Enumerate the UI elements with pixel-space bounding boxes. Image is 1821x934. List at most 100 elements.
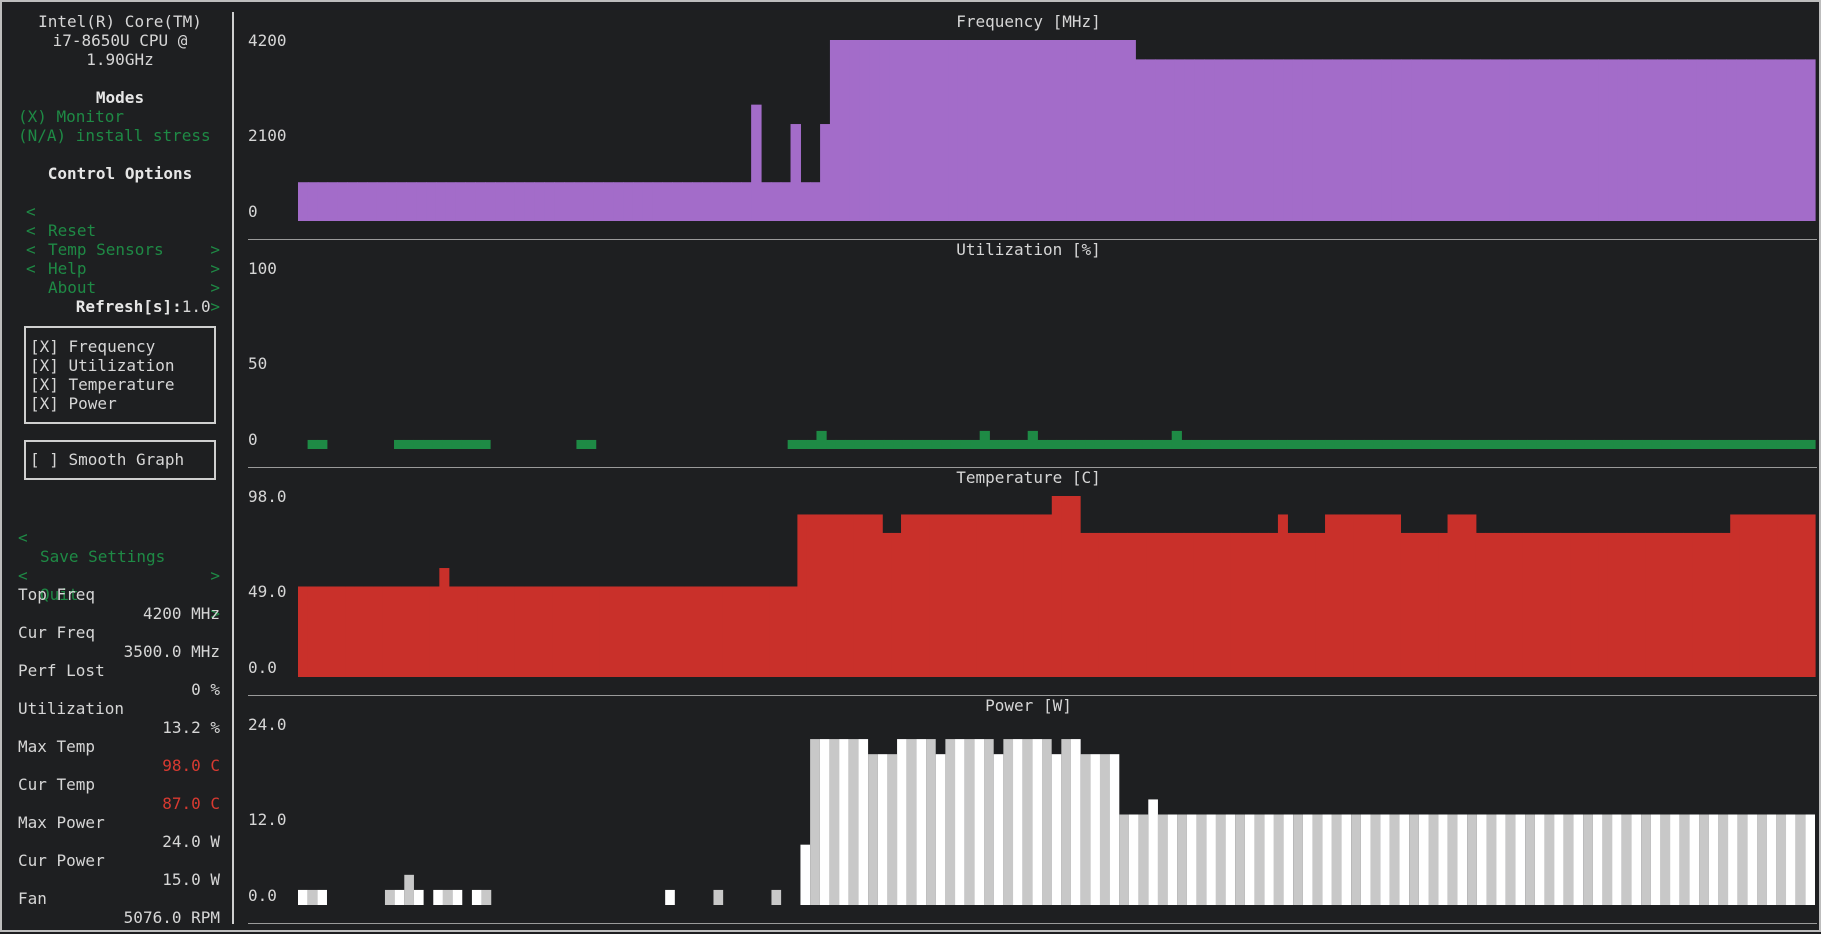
temperature-bar	[1108, 532, 1119, 677]
utilization-bar	[1152, 439, 1163, 449]
frequency-bar	[859, 40, 870, 221]
temperature-bar	[1541, 532, 1552, 677]
temperature-graph-separator	[248, 695, 1817, 696]
temperature-bar	[1193, 532, 1204, 677]
utilization-bar	[1440, 439, 1451, 449]
stat-utilization-label: Utilization	[18, 699, 124, 718]
power-bar	[1679, 814, 1690, 905]
control-options-title: Control Options	[47, 164, 193, 183]
utilization-bar	[1133, 439, 1144, 449]
temperature-bar	[1579, 532, 1590, 677]
toggle-temperature[interactable]: [X] Temperature	[30, 375, 175, 394]
power-bar	[926, 739, 936, 905]
frequency-bar	[1549, 59, 1560, 221]
quit-button[interactable]: < Quit >	[18, 547, 220, 623]
reset-button[interactable]: < Reset >	[26, 183, 220, 259]
power-ytick-max: 24.0	[248, 715, 287, 734]
mode-install-stress[interactable]: (N/A) install stress	[18, 126, 211, 145]
stat-cur-freq-label: Cur Freq	[18, 623, 96, 642]
stat-max-power-value: 24.0 W	[162, 832, 220, 851]
toggle-smooth-graph[interactable]: [ ] Smooth Graph	[30, 450, 185, 469]
temperature-bar	[1127, 532, 1138, 677]
power-bar	[1293, 814, 1303, 905]
smooth-graph-box: [ ] Smooth Graph	[24, 440, 216, 480]
frequency-bar	[386, 182, 398, 221]
utilization-bar	[1613, 439, 1624, 449]
temperature-bar	[825, 514, 836, 677]
power-bar	[1090, 754, 1100, 905]
frequency-bar	[396, 182, 407, 221]
frequency-bar	[406, 182, 417, 221]
reset-label: Reset	[48, 221, 97, 240]
save-settings-button[interactable]: < Save Settings >	[18, 509, 220, 585]
utilization-bar	[883, 439, 894, 449]
temperature-bar	[316, 586, 327, 677]
temperature-bar	[1654, 532, 1665, 677]
power-ytick-mid: 12.0	[248, 810, 287, 829]
refresh-value[interactable]: 1.0	[181, 297, 211, 316]
frequency-bar	[1716, 59, 1727, 221]
stat-max-temp-value: 98.0 C	[162, 756, 220, 775]
power-bar	[1708, 814, 1719, 905]
temp-sensors-button[interactable]: < Temp Sensors >	[26, 202, 220, 278]
temperature-bar	[656, 586, 667, 677]
frequency-bar	[1785, 59, 1796, 221]
power-bar	[1283, 814, 1294, 905]
temperature-bar	[637, 586, 648, 677]
utilization-bar	[1162, 439, 1173, 449]
temperature-ytick-mid: 49.0	[248, 582, 287, 601]
utilization-bar	[797, 439, 808, 449]
temperature-bar	[1513, 532, 1524, 677]
help-button[interactable]: < Help >	[26, 221, 220, 297]
frequency-bar	[1361, 59, 1373, 221]
utilization-bar	[422, 439, 434, 449]
refresh-field[interactable]: Refresh[s]:1.0	[18, 278, 211, 316]
frequency-bar	[504, 182, 516, 221]
stat-top-freq-label: Top Freq	[18, 585, 96, 604]
power-bar	[964, 739, 975, 905]
utilization-bar	[922, 439, 933, 449]
utilization-bar	[1728, 439, 1739, 449]
power-bar	[1177, 814, 1187, 905]
temperature-bar	[1786, 514, 1797, 677]
temperature-bar	[1061, 496, 1072, 677]
temperature-bar	[1315, 532, 1326, 677]
temperature-bar	[1617, 532, 1628, 677]
utilization-bar	[1267, 439, 1278, 449]
stat-cur-temp-value: 87.0 C	[162, 794, 220, 813]
temperature-bar	[1635, 532, 1646, 677]
temperature-bar	[580, 586, 591, 677]
temperature-bar	[458, 586, 469, 677]
power-bar	[1370, 814, 1381, 905]
temperature-bar	[1183, 532, 1194, 677]
toggle-power[interactable]: [X] Power	[30, 394, 117, 413]
frequency-bar	[711, 182, 723, 221]
toggle-frequency[interactable]: [X] Frequency	[30, 337, 156, 356]
temperature-bar	[1259, 532, 1270, 677]
about-button[interactable]: < About >	[26, 240, 220, 316]
frequency-bar	[1253, 59, 1264, 221]
utilization-bar	[1286, 439, 1298, 449]
temperature-bar	[1098, 532, 1109, 677]
utilization-bar	[1315, 439, 1326, 449]
utilization-bar	[1651, 439, 1662, 449]
utilization-bar	[931, 439, 942, 449]
power-bar	[1554, 814, 1564, 905]
save-settings-label: Save Settings	[40, 547, 166, 566]
toggle-utilization[interactable]: [X] Utilization	[30, 356, 175, 375]
utilization-bar	[1248, 439, 1259, 449]
frequency-bar	[1529, 59, 1540, 221]
frequency-bar	[1647, 59, 1658, 221]
utilization-bar	[1104, 439, 1115, 449]
power-bar	[481, 889, 492, 905]
temperature-bar	[392, 586, 403, 677]
sidebar: Intel(R) Core(TM) i7-8650U CPU @ 1.90GHz…	[4, 4, 232, 928]
temperature-bar	[995, 514, 1006, 677]
power-bar	[1496, 814, 1506, 905]
frequency-bar	[1598, 59, 1609, 221]
frequency-bar	[1411, 59, 1422, 221]
utilization-bar	[1603, 439, 1614, 449]
temperature-bar	[1664, 532, 1675, 677]
mode-monitor[interactable]: (X) Monitor	[18, 107, 124, 126]
frequency-bar	[455, 182, 467, 221]
